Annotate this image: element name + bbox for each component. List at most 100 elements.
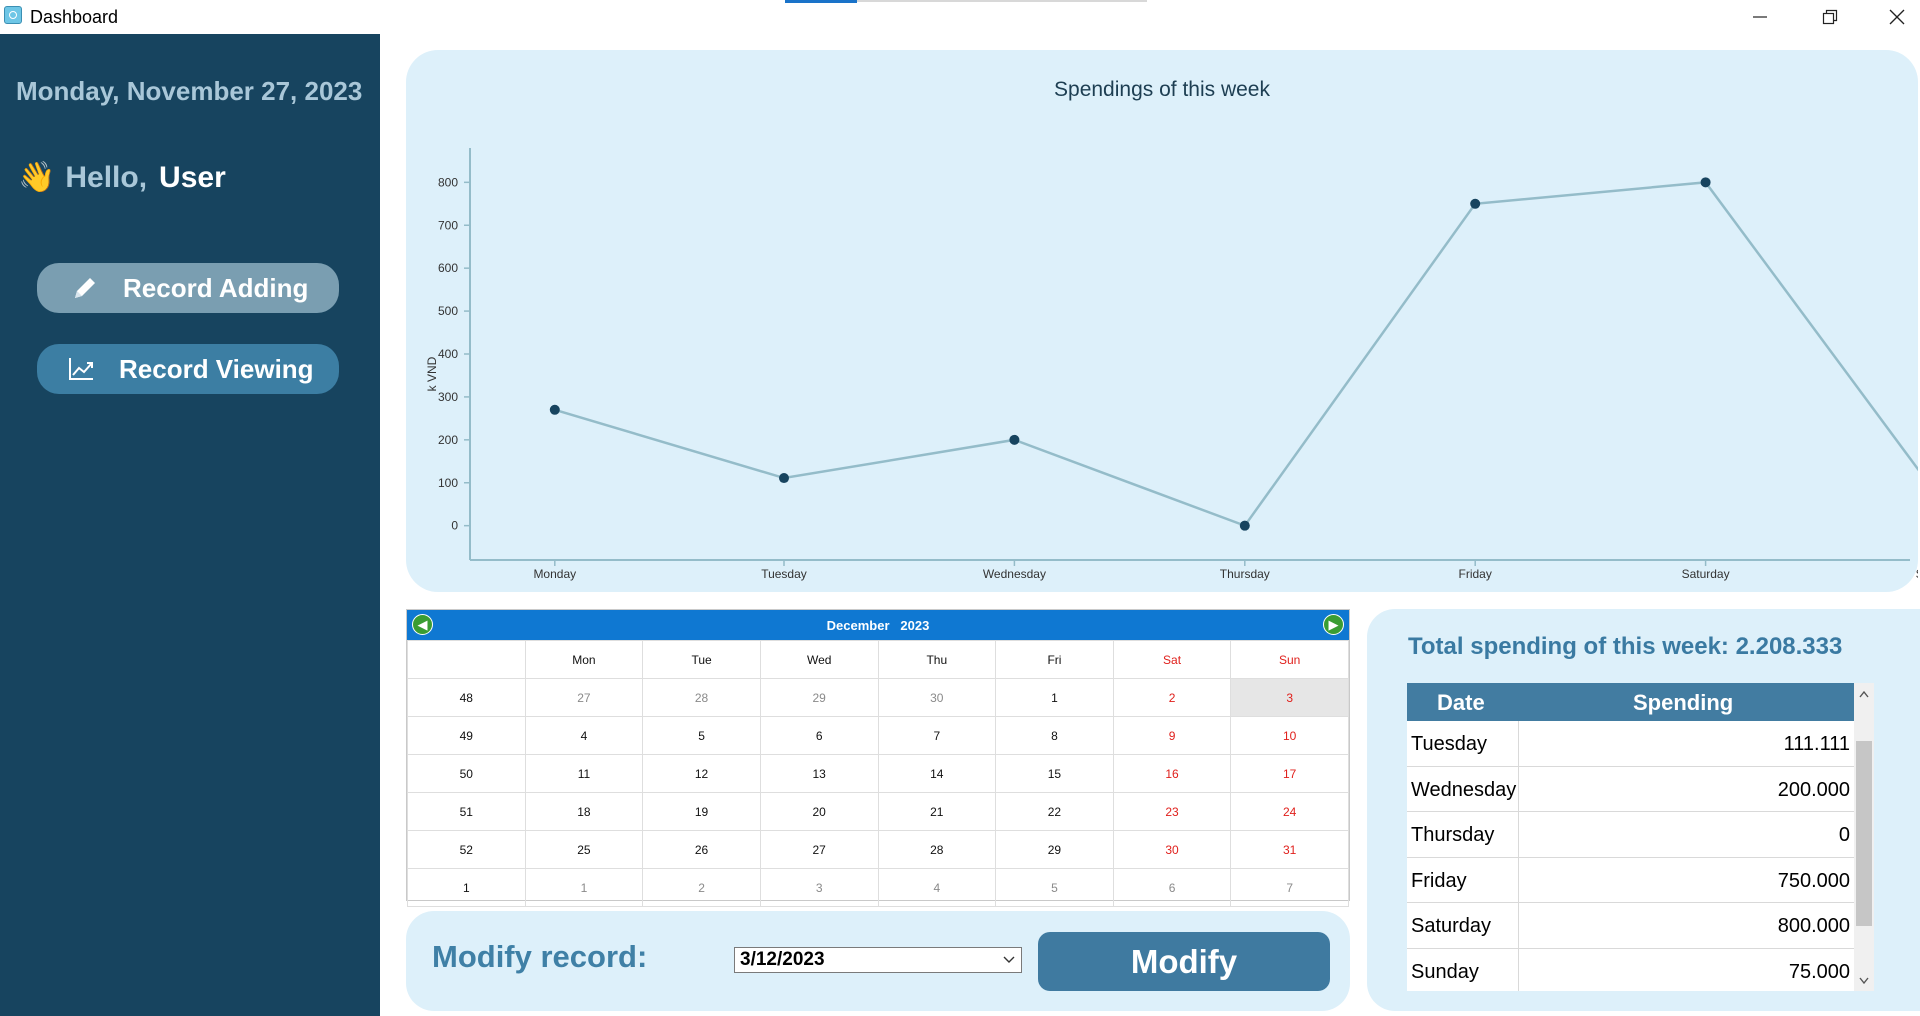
calendar-day[interactable]: 7 xyxy=(1230,868,1349,907)
calendar-day[interactable]: 16 xyxy=(1112,754,1232,793)
calendar-day[interactable]: 13 xyxy=(759,754,879,793)
row-date: Wednesday xyxy=(1411,778,1517,801)
record-viewing-button[interactable]: Record Viewing xyxy=(37,344,339,394)
row-amount: 0 xyxy=(1838,824,1850,846)
modify-button[interactable]: Modify xyxy=(1038,932,1330,991)
table-row[interactable]: Tuesday 111.111 xyxy=(1407,721,1854,767)
calendar-day[interactable]: 4 xyxy=(877,868,997,907)
calendar-day[interactable]: 28 xyxy=(877,830,997,869)
calendar-day[interactable]: 17 xyxy=(1230,754,1349,793)
spending-table[interactable]: Date Spending Tuesday 111.111 Wednesday 200… xyxy=(1407,683,1874,991)
close-button[interactable] xyxy=(1862,0,1920,34)
weekday-header: Fri xyxy=(995,640,1114,679)
x-tick-label: Monday xyxy=(533,567,576,581)
scroll-thumb[interactable] xyxy=(1856,741,1872,926)
calendar-day[interactable]: 10 xyxy=(1230,716,1349,755)
calendar-day[interactable]: 3 xyxy=(759,868,879,907)
chart-title: Spendings of this week xyxy=(1054,78,1270,101)
week-number-header xyxy=(407,640,526,679)
row-amount: 200.000 xyxy=(1777,778,1850,801)
date-picker-value: 3/12/2023 xyxy=(740,949,825,970)
calendar-day[interactable]: 21 xyxy=(877,792,997,831)
table-row[interactable]: Sunday 75.000 xyxy=(1407,948,1854,991)
calendar-day[interactable]: 6 xyxy=(759,716,879,755)
calendar-day[interactable]: 25 xyxy=(524,830,644,869)
week-number: 52 xyxy=(407,830,526,869)
y-tick-label: 600 xyxy=(438,261,458,275)
calendar-day[interactable]: 5 xyxy=(642,716,761,755)
calendar-day[interactable]: 9 xyxy=(1112,716,1232,755)
scroll-down-button[interactable] xyxy=(1854,969,1874,991)
y-tick-label: 300 xyxy=(438,390,458,404)
calendar-day[interactable]: 15 xyxy=(995,754,1114,793)
y-tick-label: 500 xyxy=(438,304,458,318)
calendar-day[interactable]: 30 xyxy=(1112,830,1232,869)
calendar[interactable]: ◀ December 2023 ▶ Mon Tue Wed Thu Fri Sat Sun 4… xyxy=(406,609,1350,907)
spending-rows: Tuesday 111.111 Wednesday 200.000 Thursday 0 F… xyxy=(1407,721,1854,991)
y-tick-label: 200 xyxy=(438,433,458,447)
column-divider xyxy=(1518,812,1519,857)
calendar-day[interactable]: 23 xyxy=(1112,792,1232,831)
calendar-day[interactable]: 2 xyxy=(642,868,761,907)
row-date: Saturday xyxy=(1411,915,1492,937)
restore-button[interactable] xyxy=(1795,0,1865,34)
modify-record-label: Modify record: xyxy=(432,939,648,974)
calendar-day[interactable]: 29 xyxy=(995,830,1114,869)
sidebar: Monday, November 27, 2023 👋 Hello, User … xyxy=(0,34,380,1016)
calendar-day[interactable]: 1 xyxy=(524,868,644,907)
calendar-day[interactable]: 7 xyxy=(877,716,997,755)
modify-date-picker[interactable]: 3/12/2023 xyxy=(734,947,1022,973)
calendar-day[interactable]: 2 xyxy=(1112,678,1232,717)
table-row[interactable]: Friday 750.000 xyxy=(1407,857,1854,903)
y-tick-label: 400 xyxy=(438,347,458,361)
total-spending-panel: Total spending of this week: 2.208.333 D… xyxy=(1367,609,1920,1011)
app-icon xyxy=(4,6,22,24)
calendar-day[interactable]: 1 xyxy=(995,678,1114,717)
calendar-day[interactable]: 18 xyxy=(524,792,644,831)
weekday-header: Tue xyxy=(642,640,761,679)
record-adding-button[interactable]: Record Adding xyxy=(37,263,339,313)
calendar-day[interactable]: 28 xyxy=(642,678,761,717)
calendar-day[interactable]: 6 xyxy=(1112,868,1232,907)
week-number: 48 xyxy=(407,678,526,717)
title-bar: Dashboard xyxy=(0,0,1920,34)
calendar-day[interactable]: 8 xyxy=(995,716,1114,755)
y-tick-label: 800 xyxy=(438,175,458,189)
calendar-day[interactable]: 3 xyxy=(1230,678,1349,717)
table-row[interactable]: Thursday 0 xyxy=(1407,812,1854,858)
calendar-day[interactable]: 20 xyxy=(759,792,879,831)
calendar-day[interactable]: 27 xyxy=(524,678,644,717)
calendar-day[interactable]: 30 xyxy=(877,678,997,717)
chart-panel: Spendings of this week 0 100 200 300 400 500 6… xyxy=(406,50,1918,592)
next-month-button[interactable]: ▶ xyxy=(1323,614,1344,635)
minimize-icon xyxy=(1753,16,1767,18)
y-tick-label: 100 xyxy=(438,476,458,490)
series-line xyxy=(554,181,1918,528)
data-point xyxy=(779,473,789,484)
prev-month-button[interactable]: ◀ xyxy=(412,614,433,635)
calendar-day[interactable]: 31 xyxy=(1230,830,1349,869)
window-title: Dashboard xyxy=(30,7,119,27)
calendar-day[interactable]: 26 xyxy=(642,830,761,869)
calendar-day[interactable]: 22 xyxy=(995,792,1114,831)
column-divider xyxy=(1518,903,1519,948)
calendar-day[interactable]: 11 xyxy=(524,754,644,793)
chevron-down-icon xyxy=(997,956,1021,964)
calendar-day[interactable]: 12 xyxy=(642,754,761,793)
table-scrollbar[interactable] xyxy=(1854,683,1874,991)
record-viewing-label: Record Viewing xyxy=(119,353,314,384)
weekday-header: Sun xyxy=(1230,640,1349,679)
table-row[interactable]: Wednesday 200.000 xyxy=(1407,766,1854,812)
data-point xyxy=(1239,520,1250,531)
calendar-day[interactable]: 29 xyxy=(759,678,879,717)
calendar-day[interactable]: 14 xyxy=(877,754,997,793)
table-row[interactable]: Saturday 800.000 xyxy=(1407,903,1854,949)
calendar-day[interactable]: 4 xyxy=(524,716,644,755)
row-date: Thursday xyxy=(1411,824,1495,846)
scroll-up-button[interactable] xyxy=(1854,683,1874,705)
calendar-day[interactable]: 24 xyxy=(1230,792,1349,831)
minimize-button[interactable] xyxy=(1725,0,1795,34)
calendar-day[interactable]: 19 xyxy=(642,792,761,831)
calendar-day[interactable]: 5 xyxy=(995,868,1114,907)
calendar-day[interactable]: 27 xyxy=(759,830,879,869)
